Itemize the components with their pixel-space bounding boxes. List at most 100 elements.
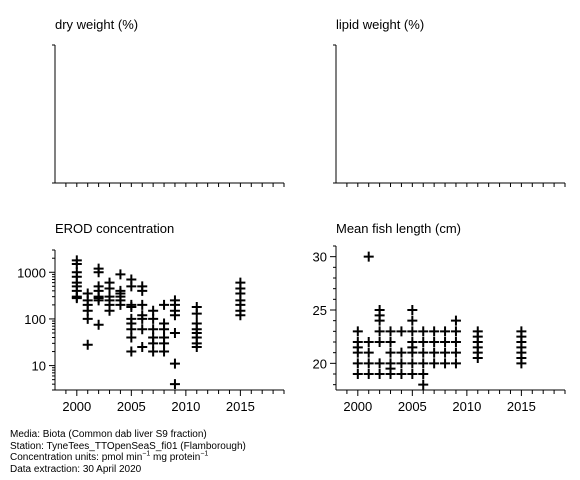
- units-prefix: Concentration units: pmol min: [10, 452, 143, 463]
- y-tick-label: 30: [313, 250, 327, 265]
- y-tick-label: 10: [32, 359, 46, 374]
- footer-station: Station: TyneTees_TTOpenSeaS_fi01 (Flamb…: [10, 440, 246, 452]
- data-point: [126, 281, 137, 292]
- data-point: [352, 358, 363, 369]
- x-tick-label: 2005: [117, 399, 146, 414]
- data-point: [115, 299, 126, 310]
- data-point: [450, 315, 461, 326]
- panel-title-length: Mean fish length (cm): [336, 221, 461, 236]
- data-point: [93, 295, 104, 306]
- footer-notes: Media: Biota (Common dab liver S9 fracti…: [10, 429, 246, 475]
- data-point: [440, 337, 451, 347]
- data-point: [137, 342, 148, 353]
- data-point: [352, 369, 363, 379]
- data-point: [429, 358, 440, 369]
- data-point: [82, 313, 93, 324]
- data-point: [472, 353, 483, 363]
- data-point: [82, 339, 93, 350]
- data-point: [516, 358, 527, 369]
- data-point: [363, 251, 374, 262]
- data-point: [115, 269, 126, 280]
- data-point: [137, 299, 148, 310]
- data-point: [148, 346, 159, 357]
- y-tick-label: 1000: [17, 265, 46, 280]
- x-tick-label: 2005: [398, 399, 427, 414]
- data-point: [169, 327, 180, 338]
- data-point: [385, 347, 396, 358]
- data-point: [374, 369, 385, 379]
- panel-dry-weight: dry weight (%): [52, 17, 285, 187]
- data-point: [440, 358, 451, 369]
- x-tick-label: 2010: [171, 399, 200, 414]
- x-tick-label: 2000: [343, 399, 372, 414]
- data-point: [126, 332, 137, 343]
- data-point: [385, 326, 396, 337]
- units-sup-2: −1: [200, 450, 209, 458]
- figure: dry weight (%) lipid weight (%) EROD con…: [17, 17, 566, 414]
- data-point: [104, 305, 115, 316]
- panel-title-dry-weight: dry weight (%): [55, 17, 138, 32]
- footer-extraction: Data extraction: 30 April 2020: [10, 463, 142, 475]
- data-point: [407, 315, 418, 326]
- data-point: [407, 369, 418, 379]
- data-point: [385, 337, 396, 347]
- data-point: [440, 347, 451, 358]
- data-point: [126, 346, 137, 357]
- data-point: [418, 347, 429, 358]
- data-point: [148, 313, 159, 324]
- data-point: [429, 347, 440, 358]
- data-point: [407, 305, 418, 315]
- units-mid: mg protein: [150, 452, 201, 463]
- data-point: [159, 299, 170, 310]
- data-point: [169, 310, 180, 321]
- data-point: [374, 358, 385, 369]
- data-point: [363, 369, 374, 379]
- data-point: [396, 358, 407, 369]
- data-point: [450, 337, 461, 347]
- data-point: [418, 337, 429, 347]
- data-point: [137, 285, 148, 296]
- data-point: [126, 302, 137, 313]
- panel-title-lipid-weight: lipid weight (%): [336, 17, 424, 32]
- data-point: [450, 358, 461, 369]
- y-tick-label: 100: [24, 312, 46, 327]
- data-point: [363, 358, 374, 369]
- data-point: [159, 346, 170, 357]
- data-point: [352, 347, 363, 358]
- data-point: [352, 326, 363, 337]
- x-tick-label: 2015: [226, 399, 255, 414]
- data-point: [71, 293, 82, 304]
- data-point: [374, 337, 385, 347]
- data-point: [418, 358, 429, 369]
- data-point: [235, 310, 246, 321]
- data-point: [407, 326, 418, 337]
- data-point: [396, 347, 407, 358]
- data-point: [169, 379, 180, 390]
- data-point: [450, 326, 461, 337]
- data-point: [191, 342, 202, 353]
- data-point: [450, 347, 461, 358]
- x-tick-label: 2000: [62, 399, 91, 414]
- data-point: [396, 326, 407, 337]
- y-tick-label: 20: [313, 356, 327, 371]
- data-point: [418, 369, 429, 379]
- data-point: [93, 267, 104, 278]
- data-point: [374, 326, 385, 337]
- data-point: [169, 358, 180, 369]
- panel-erod-concentration: EROD concentration 2000 2005 2010 2015 10 100…: [17, 221, 285, 414]
- footer-media: Media: Biota (Common dab liver S9 fracti…: [10, 429, 207, 440]
- data-point: [407, 347, 418, 358]
- panel-lipid-weight: lipid weight (%): [333, 17, 566, 187]
- data-point: [418, 379, 429, 390]
- x-tick-label: 2015: [507, 399, 536, 414]
- panel-title-erod: EROD concentration: [55, 221, 174, 236]
- data-point: [191, 308, 202, 319]
- data-point: [385, 369, 396, 379]
- data-point: [418, 326, 429, 337]
- data-point: [429, 326, 440, 337]
- data-point: [363, 347, 374, 358]
- panel-mean-fish-length: Mean fish length (cm) 2000 2005 2010 2015 20…: [313, 221, 566, 414]
- data-point: [429, 337, 440, 347]
- footer-units: Concentration units: pmol min −1 mg prote…: [10, 450, 246, 464]
- data-point: [137, 313, 148, 324]
